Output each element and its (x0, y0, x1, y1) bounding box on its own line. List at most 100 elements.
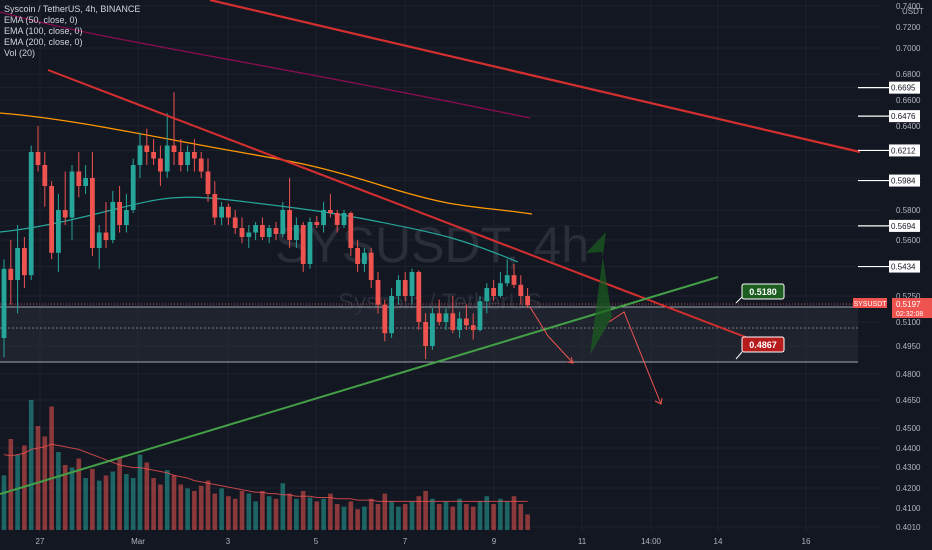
ema50-line (0, 196, 519, 263)
volume-bar (484, 496, 490, 530)
candle-body (280, 210, 286, 234)
volume-bar (470, 506, 476, 530)
candle-body (15, 248, 20, 280)
level-tag-label: 0.5984 (891, 177, 916, 186)
volume-bar (198, 485, 204, 530)
candle-body (464, 318, 469, 326)
candle-body (164, 145, 170, 172)
candle-body (375, 280, 381, 305)
volume-bar (144, 462, 150, 530)
candle-body (334, 213, 340, 225)
legend-volume[interactable]: Vol (20) (4, 48, 36, 58)
volume-bar (307, 497, 313, 530)
volume-bar (430, 498, 435, 530)
volume-bar (35, 426, 41, 530)
level-tag (889, 110, 920, 123)
candle-body (368, 252, 374, 280)
bearish-arrowhead-1 (566, 356, 574, 364)
candle-body (62, 210, 68, 218)
y-tick-label: 0.6400 (896, 122, 921, 131)
candle-body (470, 325, 476, 330)
callout-red[interactable] (741, 336, 785, 353)
y-tick-label: 0.4300 (896, 463, 921, 472)
volume-ma-line (3, 443, 528, 502)
volume-bar (103, 475, 109, 530)
bearish-projection-path-2 (608, 311, 662, 405)
volume-bar (124, 474, 129, 530)
level-tag (889, 174, 920, 187)
volume-bar (239, 491, 245, 530)
badge-symbol: SYSUSDT (853, 301, 887, 308)
volume-bar (62, 465, 68, 530)
volume-bar (416, 496, 422, 530)
callout-green[interactable] (741, 283, 785, 300)
volume-bar (8, 439, 14, 530)
candle-body (1, 268, 7, 338)
y-tick-label: 0.4400 (896, 444, 921, 453)
volume-bar (348, 501, 354, 530)
candle-body (266, 228, 272, 237)
volume-bar (42, 436, 48, 530)
candle-body (484, 288, 490, 302)
volume-bar (205, 480, 211, 530)
volume-bar (28, 400, 34, 530)
x-tick-label: 3 (226, 537, 231, 546)
volume-bar (96, 480, 102, 530)
volume-bar (253, 501, 258, 530)
level-marker-lines: 0.6695 0.6476 0.6212 0.5984 0.5694 0.5434 (858, 81, 920, 273)
resistance-line-short[interactable] (47, 69, 749, 339)
chart-legend: Syscoin / TetherUS, 4h, BINANCE EMA (50,… (4, 4, 140, 59)
legend-ema200[interactable]: EMA (200, close, 0) (4, 37, 83, 47)
volume-bar (341, 506, 347, 530)
y-tick-label: 0.6600 (896, 96, 921, 105)
time-axis[interactable]: 27 Mar 3 5 7 9 11 14:00 14 16 (36, 537, 811, 546)
volume-bar (246, 493, 252, 530)
volume-bar (457, 498, 462, 530)
volume-bar (450, 506, 456, 530)
candle-body (355, 248, 360, 264)
volume-bar (375, 504, 381, 530)
candle-body (402, 280, 408, 296)
candle-body (90, 178, 95, 248)
candle-body (198, 158, 204, 172)
candle-body (423, 322, 428, 346)
resistance-line-long[interactable] (209, 0, 861, 154)
volume-bar (212, 493, 218, 530)
range-zone (0, 307, 858, 362)
y-unit-label: USDT (902, 7, 924, 16)
candle-body (348, 213, 354, 248)
volume-bar (294, 498, 299, 530)
level-tag (889, 260, 920, 273)
volume-bar (287, 493, 292, 530)
candles (1, 92, 530, 360)
candle-body (158, 158, 163, 172)
volume-bar (151, 478, 156, 530)
volume-bar (443, 501, 449, 530)
volume-bar (464, 504, 469, 530)
level-tag (889, 81, 920, 94)
volume-bars (1, 400, 530, 530)
candle-body (185, 152, 190, 165)
legend-ema50[interactable]: EMA (50, close, 0) (4, 15, 78, 25)
y-tick-label: 0.5600 (896, 236, 921, 245)
volume-bar (518, 504, 524, 530)
candle-body (525, 296, 530, 306)
candle-body (226, 206, 231, 218)
candle-body (253, 225, 258, 233)
y-tick-label: 0.7400 (896, 2, 921, 11)
y-tick-label: 0.4650 (896, 396, 921, 405)
candle-body (287, 210, 292, 240)
legend-ema100[interactable]: EMA (100, close, 0) (4, 26, 83, 36)
candle-body (260, 225, 265, 237)
callout-leader-green (735, 296, 743, 304)
volume-bar (266, 496, 272, 530)
volume-bar (328, 493, 333, 530)
volume-bar (117, 458, 122, 530)
candle-body (307, 222, 313, 264)
volume-bar (409, 501, 415, 530)
volume-bar (491, 504, 496, 530)
legend-symbol[interactable]: Syscoin / TetherUS, 4h, BINANCE (4, 4, 141, 14)
